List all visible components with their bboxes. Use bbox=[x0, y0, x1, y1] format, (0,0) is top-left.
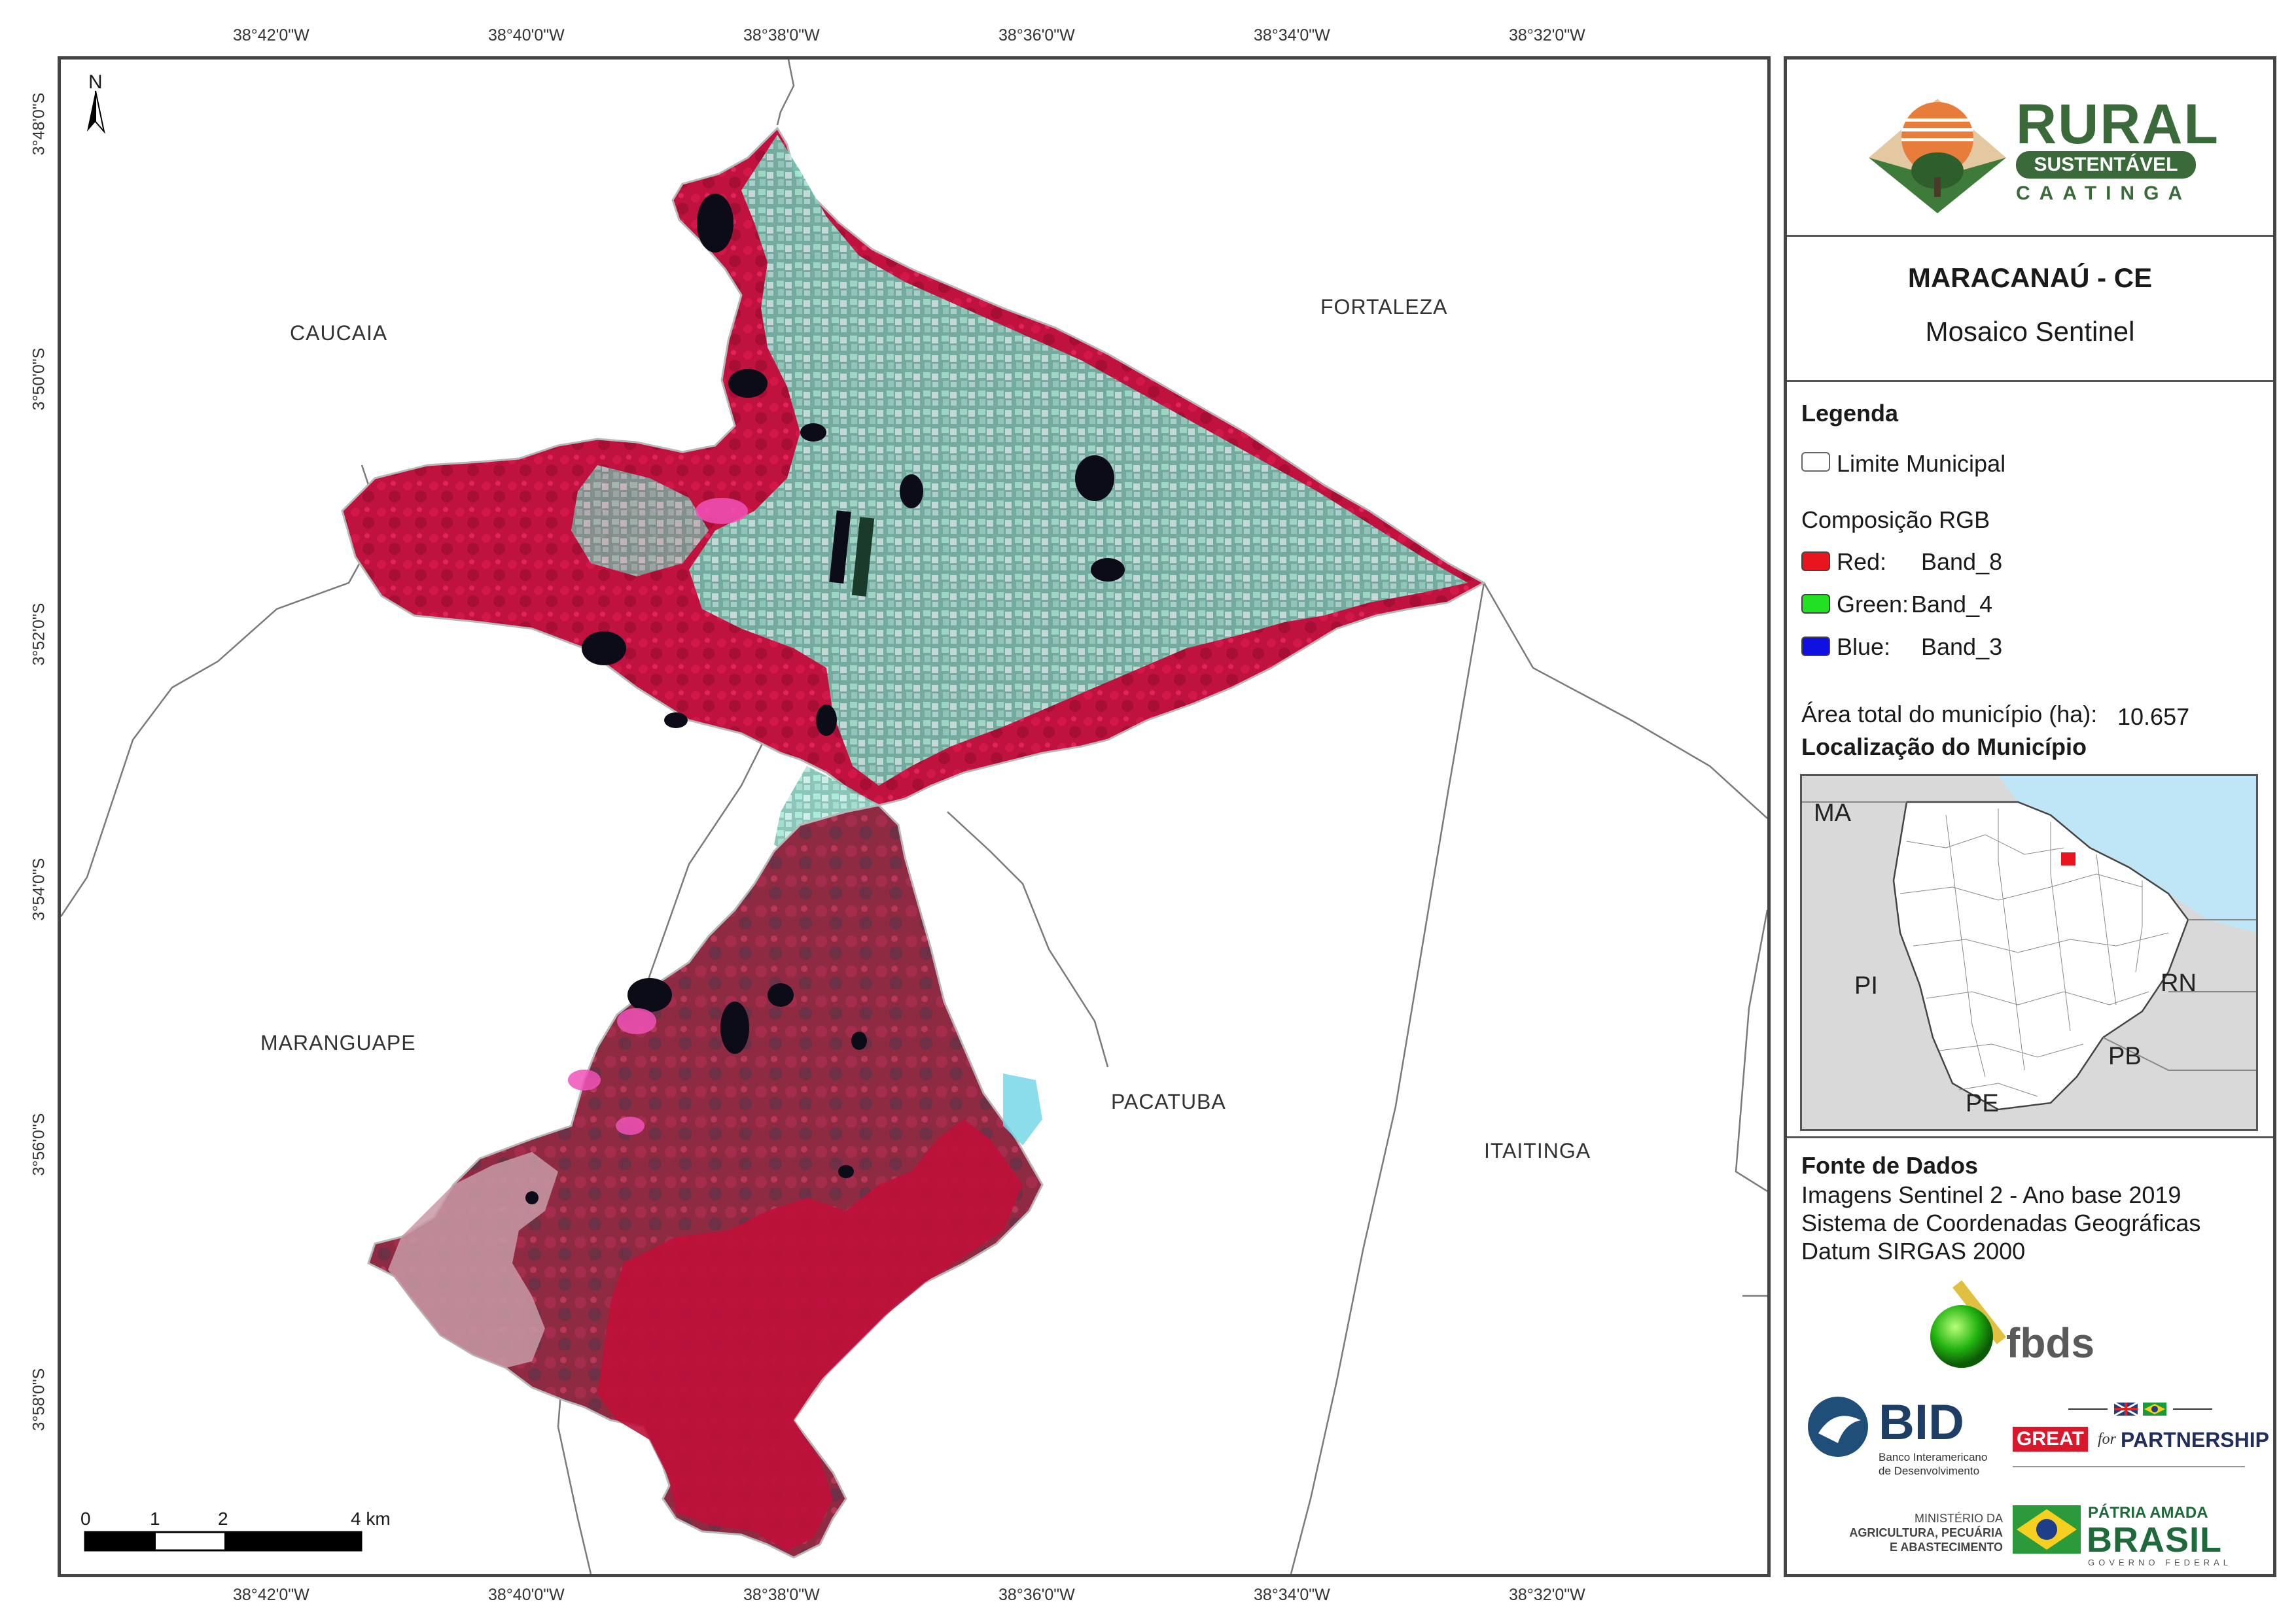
pasture-area bbox=[388, 1152, 558, 1368]
lon-label-top: 38°38'0"W bbox=[743, 26, 820, 44]
bid-logo bbox=[1808, 1397, 1868, 1457]
rgb-heading: Composição RGB bbox=[1801, 506, 1990, 533]
lon-label-bottom: 38°32'0"W bbox=[1509, 1586, 1585, 1604]
lat-label: 3°48'0"S bbox=[29, 92, 48, 156]
lon-label-top: 38°32'0"W bbox=[1509, 26, 1585, 44]
sources-heading: Fonte de Dados bbox=[1801, 1152, 1979, 1179]
scale-bar bbox=[84, 1531, 362, 1552]
legend-heading: Legenda bbox=[1801, 400, 1899, 427]
green-band-name: Band_4 bbox=[1911, 591, 1993, 618]
lon-label-top: 38°40'0"W bbox=[488, 26, 565, 44]
water-bodies bbox=[525, 194, 1125, 1204]
map-subtitle: Mosaico Sentinel bbox=[1925, 316, 2135, 347]
location-inset: MA PI RN PB PE bbox=[1800, 774, 2258, 1131]
scale-label: 2 bbox=[218, 1509, 228, 1529]
fbds-text: fbds bbox=[2006, 1319, 2095, 1367]
map-title: MARACANAÚ - CE bbox=[1907, 262, 2153, 293]
area-label: Área total do município (ha): bbox=[1801, 701, 2098, 727]
separator bbox=[1787, 235, 2273, 237]
limit-swatch bbox=[1801, 452, 1830, 472]
bid-text: BID bbox=[1879, 1395, 1964, 1450]
lat-label: 3°52'0"S bbox=[29, 602, 48, 666]
great-text: GREAT bbox=[2013, 1427, 2088, 1452]
inset-label-pe: PE bbox=[1966, 1090, 1999, 1117]
lon-label-top: 38°34'0"W bbox=[1254, 26, 1330, 44]
logo-caatinga: CAATINGA bbox=[2016, 183, 2192, 204]
lon-label-bottom: 38°40'0"W bbox=[488, 1586, 565, 1604]
limit-label: Limite Municipal bbox=[1837, 450, 2006, 477]
bid-sub: de Desenvolvimento bbox=[1879, 1465, 1980, 1477]
brasil-text: BRASIL bbox=[2087, 1520, 2222, 1560]
source-line: Imagens Sentinel 2 - Ano base 2019 bbox=[1801, 1181, 2181, 1208]
urban-area bbox=[689, 135, 1468, 786]
label-caucaia: CAUCAIA bbox=[290, 321, 388, 345]
separator bbox=[1787, 380, 2273, 382]
flags-icon bbox=[2068, 1401, 2212, 1417]
lon-label-bottom: 38°36'0"W bbox=[998, 1586, 1075, 1604]
inset-map bbox=[1802, 776, 2256, 1111]
blue-band-label: Blue: bbox=[1837, 633, 1891, 660]
red-band-swatch bbox=[1801, 551, 1830, 571]
red-band-name: Band_8 bbox=[1921, 548, 2003, 575]
scale-label: 0 bbox=[80, 1509, 91, 1529]
label-fortaleza: FORTALEZA bbox=[1320, 295, 1448, 319]
brasil-flag-icon bbox=[2013, 1505, 2081, 1554]
blue-band-swatch bbox=[1801, 637, 1830, 656]
inset-label-pb: PB bbox=[2108, 1043, 2142, 1070]
rural-sustentavel-logo bbox=[1869, 99, 2006, 213]
inset-label-rn: RN bbox=[2161, 969, 2197, 997]
scale-label: 1 bbox=[150, 1509, 160, 1529]
logo-sustentavel: SUSTENTÁVEL bbox=[2016, 151, 2196, 179]
area-value: 10.657 bbox=[2117, 703, 2190, 730]
for-text: for bbox=[2098, 1431, 2117, 1448]
north-arrow-icon bbox=[87, 90, 105, 134]
location-heading: Localização do Município bbox=[1801, 733, 2087, 760]
inset-label-ma: MA bbox=[1814, 799, 1851, 827]
blue-band-name: Band_3 bbox=[1921, 633, 2003, 660]
lon-label-top: 38°42'0"W bbox=[233, 26, 309, 44]
lon-label-bottom: 38°38'0"W bbox=[743, 1586, 820, 1604]
side-panel: RURAL SUSTENTÁVEL CAATINGA MARACANAÚ - C… bbox=[1784, 56, 2276, 1577]
gov-text: GOVERNO FEDERAL bbox=[2088, 1558, 2233, 1567]
lon-label-top: 38°36'0"W bbox=[998, 26, 1075, 44]
label-maranguape: MARANGUAPE bbox=[260, 1031, 416, 1055]
label-itaitinga: ITAITINGA bbox=[1484, 1139, 1591, 1162]
map-frame: N CAUCAIA FORTALEZA MARANGUAPE PACATUBA … bbox=[58, 56, 1771, 1577]
partnership-rule bbox=[2013, 1466, 2245, 1467]
patria-text: PÁTRIA AMADA bbox=[2088, 1504, 2208, 1522]
satellite-map bbox=[61, 60, 1767, 1574]
cyan-patch bbox=[1003, 1073, 1042, 1145]
source-line: Sistema de Coordenadas Geográficas bbox=[1801, 1210, 2201, 1236]
lat-label: 3°50'0"S bbox=[29, 347, 48, 411]
lat-label: 3°58'0"S bbox=[29, 1368, 48, 1431]
green-band-swatch bbox=[1801, 594, 1830, 614]
partnership-text: PARTNERSHIP bbox=[2121, 1428, 2269, 1452]
lat-label: 3°56'0"S bbox=[29, 1113, 48, 1176]
ministry-text: MINISTÉRIO DA bbox=[1914, 1512, 2003, 1525]
lon-label-bottom: 38°42'0"W bbox=[233, 1586, 309, 1604]
lon-label-bottom: 38°34'0"W bbox=[1254, 1586, 1330, 1604]
ministry-text: AGRICULTURA, PECUÁRIA bbox=[1849, 1526, 2003, 1539]
inset-label-pi: PI bbox=[1854, 972, 1878, 1000]
pink-patches bbox=[568, 498, 748, 1135]
north-arrow-label: N bbox=[88, 71, 103, 93]
label-pacatuba: PACATUBA bbox=[1111, 1090, 1226, 1113]
ministry-text: E ABASTECIMENTO bbox=[1889, 1541, 2003, 1554]
scale-label: 4 km bbox=[351, 1509, 391, 1529]
separator bbox=[1787, 1136, 2273, 1138]
fbds-logo bbox=[1930, 1280, 2006, 1368]
logo-rural: RURAL bbox=[2016, 93, 2219, 156]
urban-area bbox=[571, 465, 709, 576]
green-band-label: Green: bbox=[1837, 591, 1909, 618]
red-band-label: Red: bbox=[1837, 548, 1887, 575]
forest-area bbox=[597, 1119, 1023, 1551]
bid-sub: Banco Interamericano bbox=[1879, 1451, 1988, 1463]
lat-label: 3°54'0"S bbox=[29, 858, 48, 921]
source-line: Datum SIRGAS 2000 bbox=[1801, 1238, 2026, 1265]
